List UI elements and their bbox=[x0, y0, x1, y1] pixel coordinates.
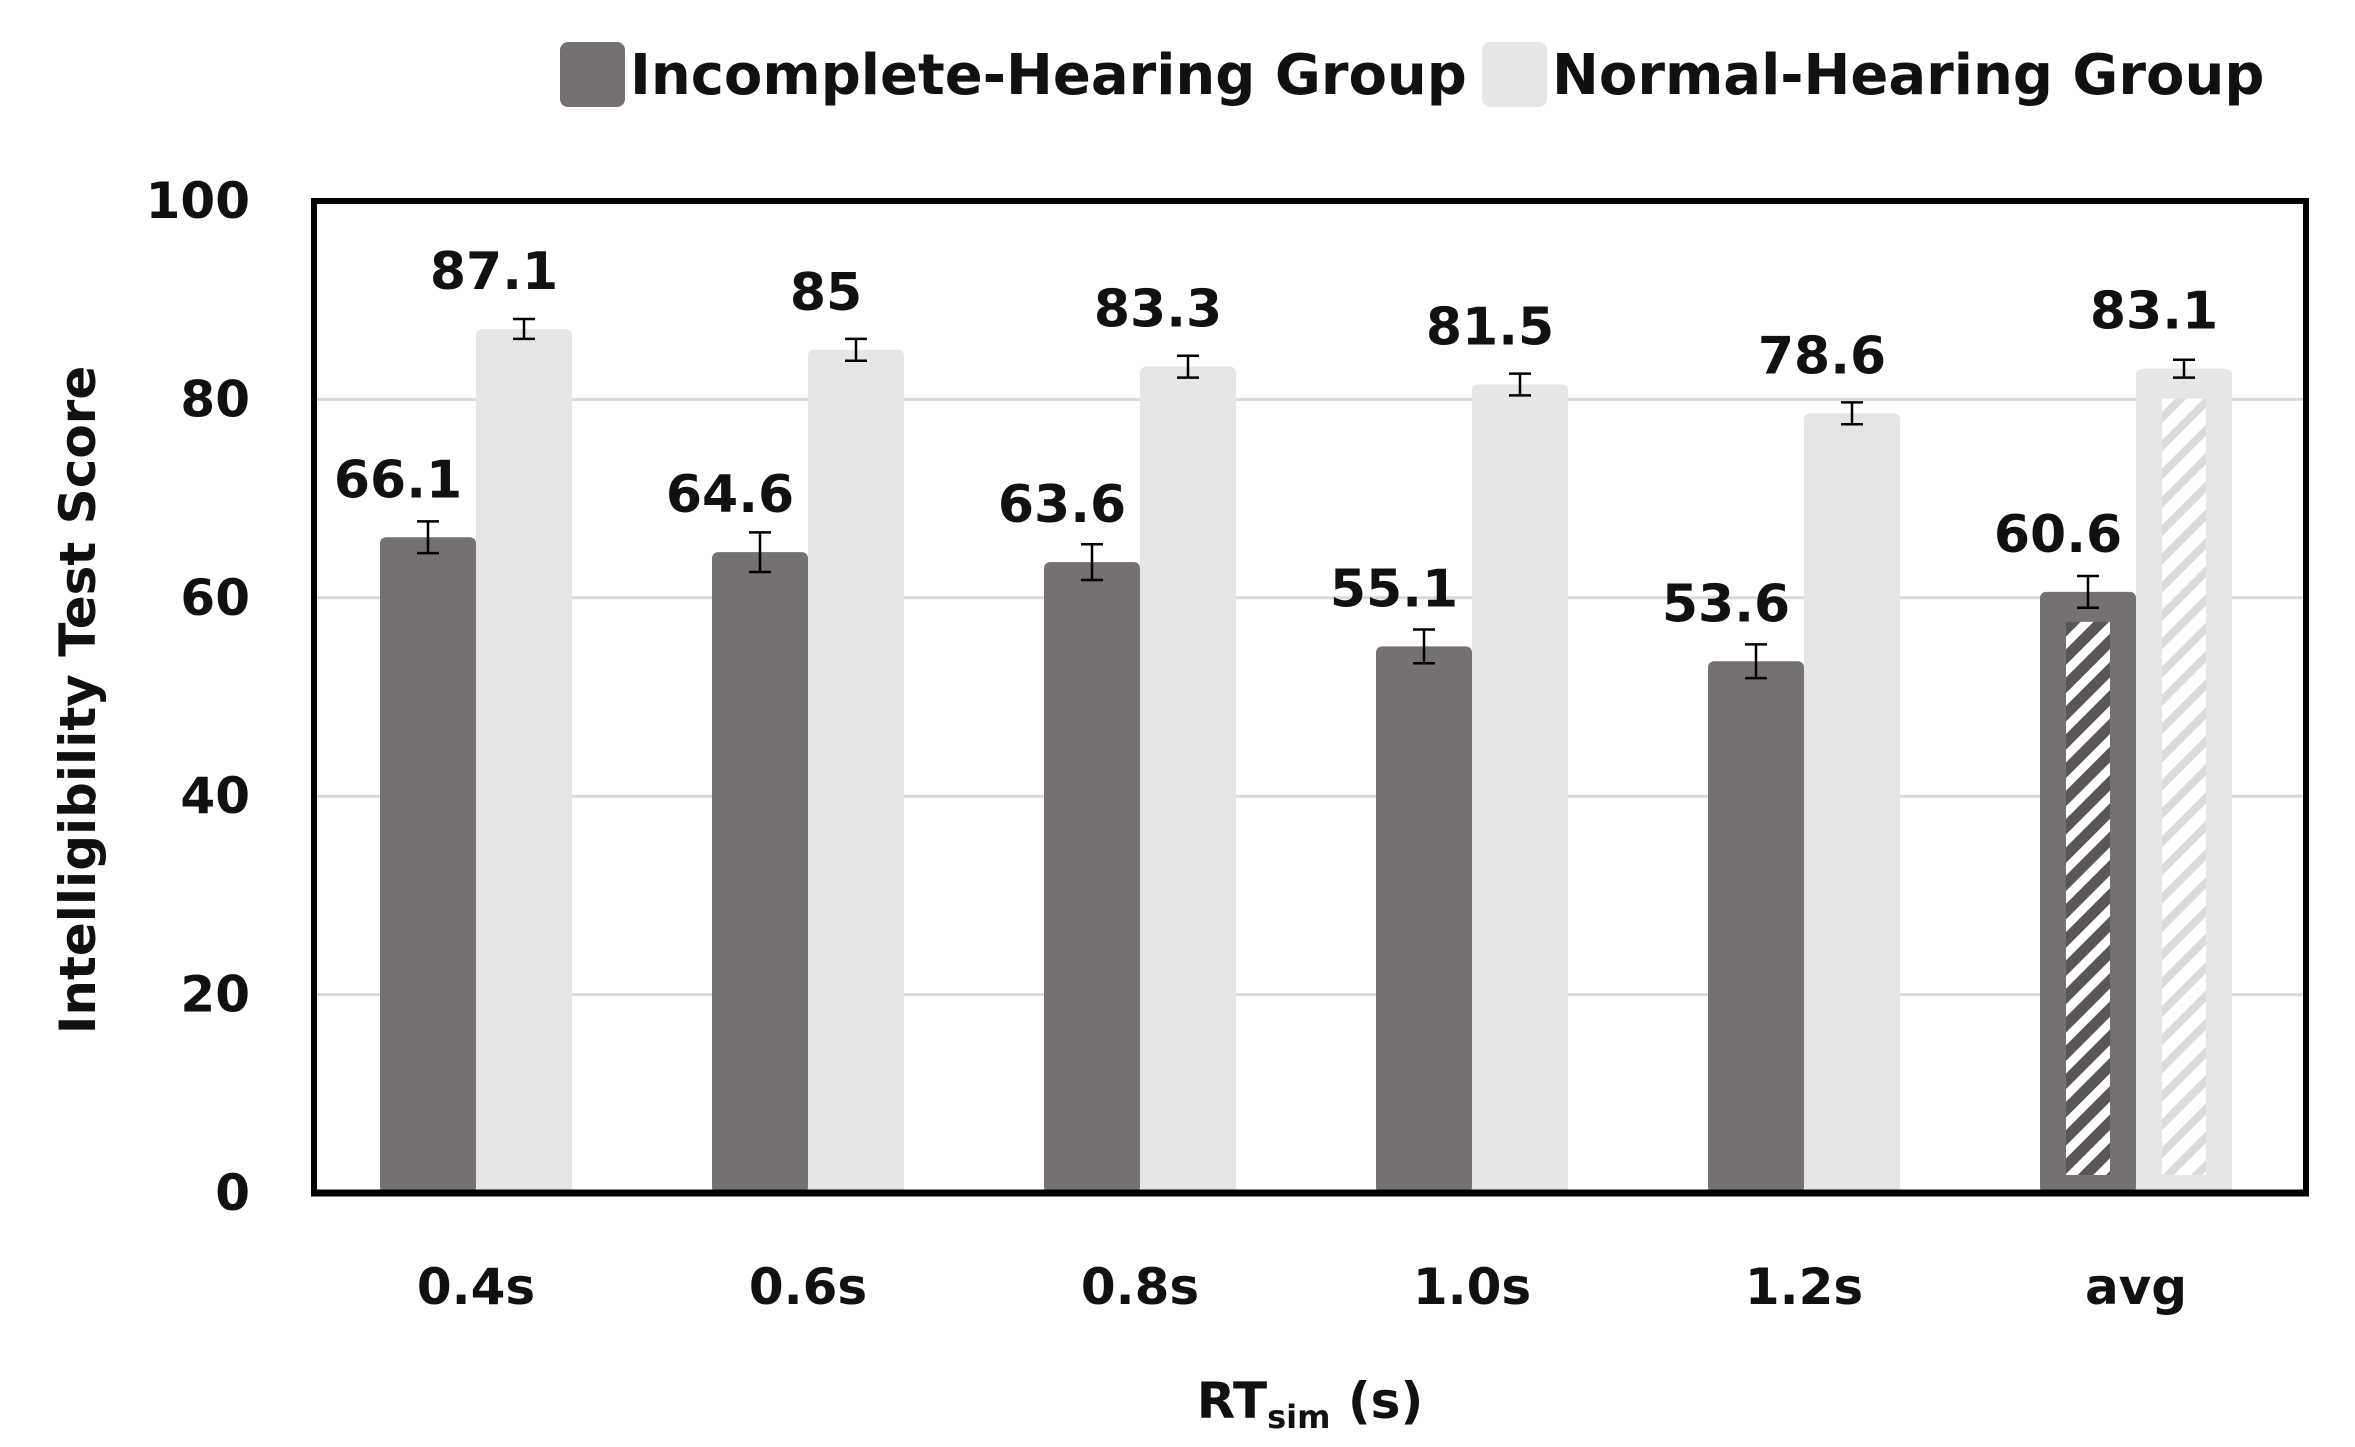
data-label: 55.1 bbox=[1330, 559, 1458, 619]
data-label: 81.5 bbox=[1426, 298, 1554, 358]
x-tick-label: 0.8s bbox=[1081, 1258, 1199, 1316]
x-tick-label: avg bbox=[2085, 1258, 2187, 1316]
error-bar bbox=[1745, 643, 1767, 680]
gridlines bbox=[314, 397, 2306, 997]
error-bar bbox=[1509, 372, 1531, 397]
bars bbox=[380, 328, 2232, 1194]
x-axis-title: RTsim (s) bbox=[1197, 1372, 1424, 1436]
x-tick-label: 0.6s bbox=[749, 1258, 867, 1316]
x-axis-ticks: 0.4s 0.6s 0.8s 1.0s 1.2s avg bbox=[417, 1258, 2187, 1316]
error-bar bbox=[1177, 354, 1199, 379]
plot-frame bbox=[311, 198, 2309, 1196]
x-axis-title-main: RT bbox=[1197, 1372, 1267, 1430]
data-label: 63.6 bbox=[998, 475, 1126, 535]
y-tick-label: 0 bbox=[215, 1164, 250, 1222]
legend-item-incomplete: Incomplete-Hearing Group bbox=[560, 42, 1467, 108]
data-label: 53.6 bbox=[1662, 574, 1790, 634]
data-label: 85 bbox=[790, 263, 862, 323]
x-tick-label: 1.2s bbox=[1745, 1258, 1863, 1316]
y-tick-label: 60 bbox=[180, 569, 250, 627]
data-label: 83.1 bbox=[2090, 282, 2218, 342]
legend-label-incomplete: Incomplete-Hearing Group bbox=[630, 43, 1467, 108]
error-bar bbox=[845, 337, 867, 362]
data-label: 78.6 bbox=[1758, 326, 1886, 386]
y-tick-label: 20 bbox=[180, 966, 250, 1024]
bar-normal-0.8s bbox=[1140, 366, 1236, 1193]
data-labels: 66.1 87.1 64.6 85 63.6 83.3 55.1 81.5 53.6 78.6 60… bbox=[334, 242, 2218, 634]
bar-incomplete-1.2s bbox=[1708, 661, 1804, 1193]
error-bar bbox=[2077, 574, 2099, 609]
data-label: 83.3 bbox=[1094, 280, 1222, 340]
y-tick-label: 100 bbox=[146, 172, 250, 230]
y-axis-ticks: 0 20 40 60 80 100 bbox=[146, 172, 250, 1222]
legend-item-normal: Normal-Hearing Group bbox=[1482, 42, 2264, 108]
x-axis-title-sub: sim bbox=[1267, 1398, 1330, 1436]
y-tick-label: 80 bbox=[180, 370, 250, 428]
x-axis-title-suffix: (s) bbox=[1330, 1372, 1423, 1430]
bar-normal-0.6s bbox=[808, 349, 904, 1193]
data-label: 87.1 bbox=[430, 242, 558, 302]
y-tick-label: 40 bbox=[180, 767, 250, 825]
legend-swatch-normal bbox=[1482, 42, 1547, 107]
bar-hatch-normal bbox=[2162, 398, 2206, 1175]
error-bar bbox=[1413, 628, 1435, 665]
bar-incomplete-1.0s bbox=[1376, 646, 1472, 1193]
data-label: 60.6 bbox=[1994, 505, 2122, 565]
data-label: 64.6 bbox=[666, 465, 794, 525]
error-bar bbox=[417, 520, 439, 555]
error-bar bbox=[1841, 401, 1863, 426]
error-bar bbox=[749, 531, 771, 574]
x-tick-label: 1.0s bbox=[1413, 1258, 1531, 1316]
error-bars bbox=[417, 317, 2195, 680]
bar-incomplete-0.8s bbox=[1044, 562, 1140, 1193]
legend-swatch-incomplete bbox=[560, 42, 625, 107]
bar-normal-1.0s bbox=[1472, 384, 1568, 1193]
error-bar bbox=[1081, 542, 1103, 582]
x-tick-label: 0.4s bbox=[417, 1258, 535, 1316]
bar-normal-1.2s bbox=[1804, 413, 1900, 1194]
data-label: 66.1 bbox=[334, 450, 462, 510]
legend: Incomplete-Hearing Group Normal-Hearing … bbox=[560, 42, 2264, 108]
bar-normal-0.4s bbox=[476, 328, 572, 1193]
error-bar bbox=[513, 317, 535, 341]
error-bar bbox=[2173, 358, 2195, 379]
bar-incomplete-0.4s bbox=[380, 537, 476, 1193]
legend-label-normal: Normal-Hearing Group bbox=[1552, 43, 2264, 108]
bar-incomplete-0.6s bbox=[712, 552, 808, 1193]
bar-hatch-incomplete bbox=[2066, 621, 2110, 1175]
y-axis-title: Intelligibility Test Score bbox=[49, 366, 107, 1034]
